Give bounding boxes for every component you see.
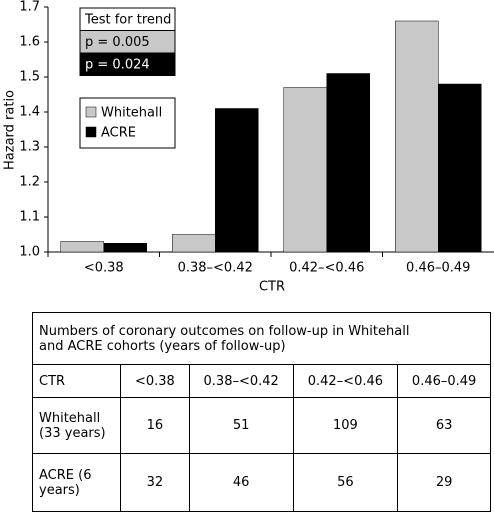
table-cell: <0.38: [119, 364, 190, 398]
table-row: Numbers of coronary outcomes on follow-u…: [32, 312, 491, 365]
table-cell: 16: [119, 397, 190, 454]
table-cell: 56: [292, 453, 399, 512]
table-cell: 29: [397, 453, 491, 512]
bar: [172, 234, 216, 253]
y-axis-label: Hazard ratio: [3, 90, 18, 170]
table-cell: 0.46–0.49: [397, 364, 491, 398]
annotation: p = 0.005: [85, 35, 150, 50]
y-tick-label: 1.2: [19, 175, 40, 190]
table-cell: 46: [188, 453, 294, 512]
bar: [283, 87, 327, 253]
chart: Hazard ratio CTR 1.0 1.1 1.2 1.3 1.4 1.5 1.6 1.…: [3, 0, 494, 295]
bar: [326, 73, 370, 253]
table-cell: Whitehall (33 years): [32, 397, 121, 454]
bar: [103, 243, 147, 253]
y-tick-label: 1.5: [19, 70, 40, 85]
bar: [215, 108, 259, 253]
table-cell: 32: [119, 453, 190, 512]
x-tick-label: 0.38–<0.42: [178, 261, 253, 276]
legend-label: Whitehall: [101, 106, 162, 121]
y-tick-label: 1.1: [19, 210, 40, 225]
bar: [60, 241, 104, 253]
table-cell: 51: [188, 397, 294, 454]
x-axis-label: CTR: [259, 280, 285, 295]
legend-box: [79, 97, 176, 149]
x-tick-label: 0.46–0.49: [406, 261, 470, 276]
x-tick-label: <0.38: [84, 261, 124, 276]
y-tick-label: 1.6: [19, 35, 40, 50]
annotation: p = 0.024: [85, 58, 150, 73]
table-cell: 109: [292, 397, 399, 454]
y-tick-label: 1.0: [19, 245, 40, 260]
table-cell: ACRE (6 years): [32, 453, 121, 512]
y-tick-label: 1.4: [19, 105, 40, 120]
bar: [438, 83, 482, 253]
legend-label: ACRE: [101, 126, 136, 141]
legend-swatch: [85, 106, 97, 118]
bar: [395, 20, 439, 253]
legend-swatch: [85, 126, 97, 138]
table-cell: 0.38–<0.42: [188, 364, 294, 398]
table-row: CTR <0.38 0.38–<0.42 0.42–<0.46 0.46–0.49: [32, 364, 491, 398]
x-tick-label: 0.42–<0.46: [289, 261, 364, 276]
table-row: ACRE (6 years) 32 46 56 29: [32, 453, 491, 512]
table-title: Numbers of coronary outcomes on follow-u…: [32, 312, 491, 365]
y-tick-label: 1.7: [19, 0, 40, 15]
data-table: Numbers of coronary outcomes on follow-u…: [32, 312, 491, 512]
y-tick-label: 1.3: [19, 140, 40, 155]
annotation: Test for trend: [84, 13, 171, 28]
table-cell: CTR: [32, 364, 121, 398]
annotation-box: [79, 52, 176, 76]
table-cell: 63: [397, 397, 491, 454]
table-cell: 0.42–<0.46: [292, 364, 399, 398]
table-row: Whitehall (33 years) 16 51 109 63: [32, 397, 491, 454]
